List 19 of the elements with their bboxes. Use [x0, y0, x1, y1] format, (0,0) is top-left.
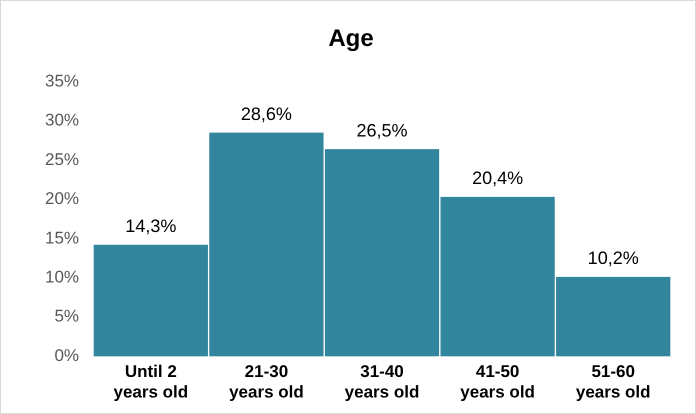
y-tick-label: 10%	[44, 267, 80, 286]
y-tick-label: 15%	[44, 228, 80, 248]
data-label: 10,2%	[588, 248, 639, 268]
x-tick-label: 41-50 years old	[460, 362, 535, 402]
data-label: 26,5%	[356, 120, 408, 140]
y-tick-label: 0%	[54, 346, 80, 365]
y-tick-label: 30%	[44, 110, 80, 130]
data-label: 14,3%	[125, 216, 176, 236]
y-tick-label: 25%	[44, 150, 80, 169]
y-tick-label: 20%	[44, 189, 80, 208]
x-tick-label: 21-30 years old	[229, 362, 304, 402]
y-tick-label: 35%	[44, 71, 80, 90]
x-tick-label: 31-40 years old	[344, 362, 420, 402]
data-label: 28,6%	[240, 104, 292, 124]
data-label: 20,4%	[472, 168, 524, 188]
chart-title: Age	[328, 25, 374, 52]
x-tick-label: 51-60 years old	[576, 362, 651, 402]
x-tick-label: Until 2 years old	[113, 362, 188, 402]
y-tick-label: 5%	[54, 306, 80, 326]
